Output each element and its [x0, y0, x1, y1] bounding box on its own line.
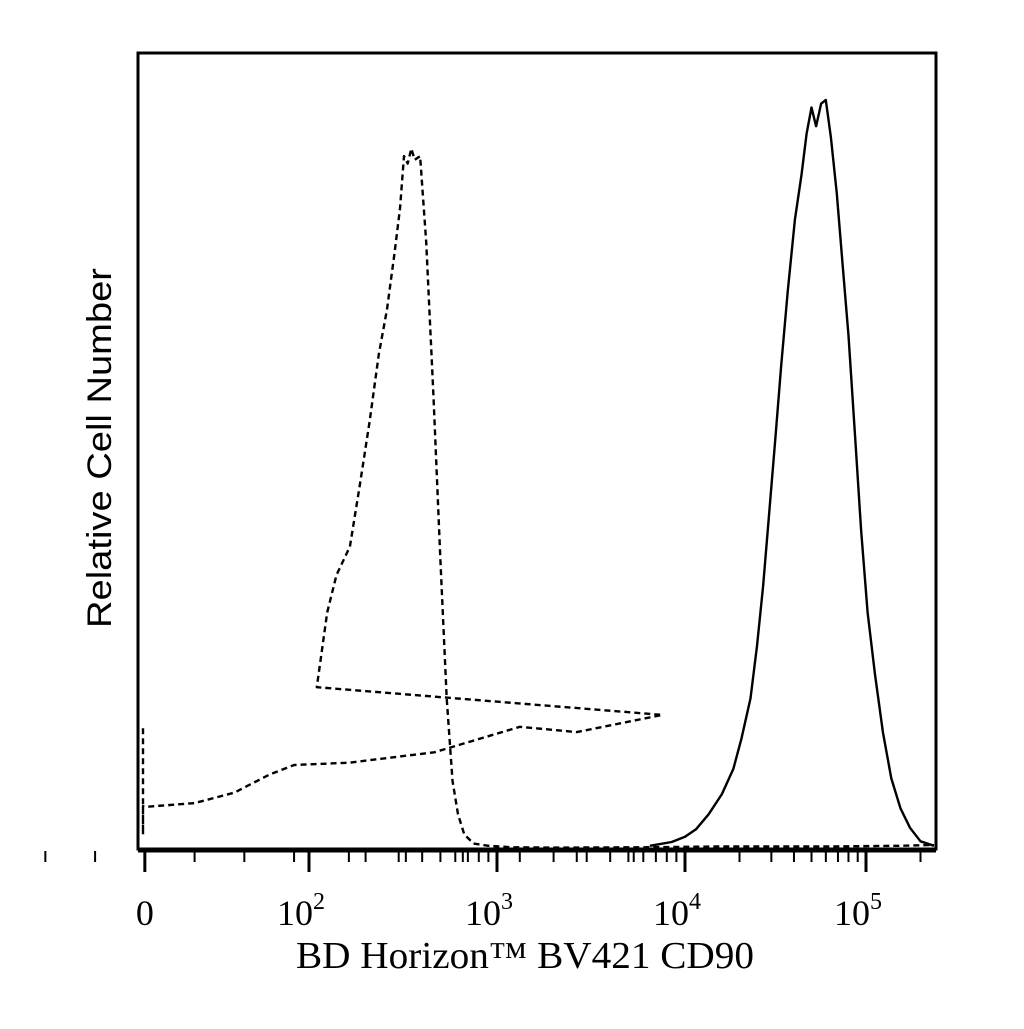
x-tick-label: 105 — [834, 889, 882, 933]
x-tick-exponent: 3 — [501, 889, 513, 915]
series-layer — [141, 98, 935, 849]
y-axis-label: Relative Cell Number — [81, 268, 119, 628]
x-tick-label: 102 — [277, 889, 325, 933]
histogram-curve-solid — [649, 98, 935, 847]
x-axis-label: BD Horizon™ BV421 CD90 — [296, 935, 754, 977]
x-tick-exponent: 4 — [689, 889, 701, 915]
x-tick-labels: 0 102 103 104 105 — [136, 889, 882, 933]
x-tick-exponent: 2 — [313, 889, 325, 915]
x-tick-label: 0 — [136, 893, 154, 933]
x-minor-ticks — [44, 851, 922, 862]
histogram-curve-dashed — [141, 147, 935, 849]
x-major-ticks — [143, 851, 868, 872]
x-tick-label: 103 — [465, 889, 513, 933]
x-tick-exponent: 5 — [870, 889, 882, 915]
x-tick-label: 104 — [653, 889, 701, 933]
plot-frame — [136, 51, 938, 851]
